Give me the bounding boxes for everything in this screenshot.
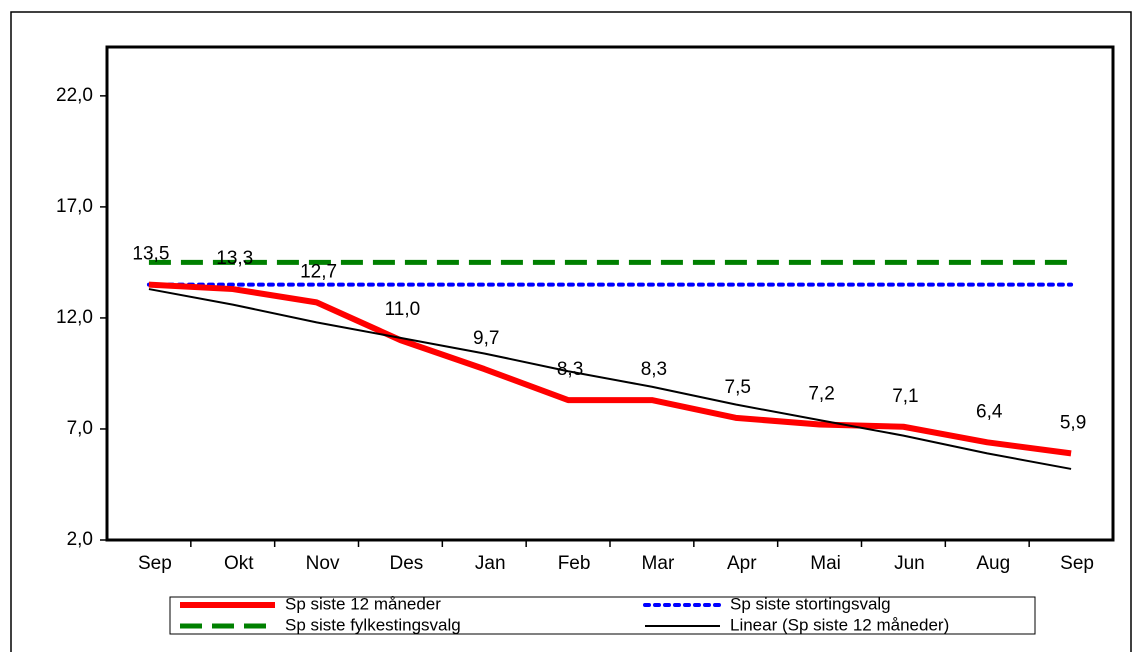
legend-label: Sp siste 12 måneder bbox=[285, 594, 441, 613]
data-label: 13,5 bbox=[132, 244, 169, 265]
data-label: 6,4 bbox=[976, 401, 1003, 422]
x-tick-label: Sep bbox=[138, 553, 172, 574]
data-label: 8,3 bbox=[641, 359, 667, 380]
legend-box bbox=[169, 596, 1036, 635]
x-tick-label: Aug bbox=[976, 553, 1010, 574]
series-line bbox=[148, 281, 1072, 457]
legend-label: Sp siste fylkestingsvalg bbox=[285, 615, 461, 634]
legend-label: Sp siste stortingsvalg bbox=[730, 594, 891, 613]
x-tick-label: Feb bbox=[558, 553, 591, 574]
x-tick-label: Mar bbox=[642, 553, 675, 574]
data-label: 7,2 bbox=[808, 384, 834, 405]
y-tick-label: 12,0 bbox=[56, 307, 93, 328]
legend-label: Linear (Sp siste 12 måneder) bbox=[730, 615, 949, 634]
chart-frame bbox=[10, 11, 1132, 652]
data-label: 7,1 bbox=[892, 386, 918, 407]
x-tick-label: Apr bbox=[727, 553, 757, 574]
series-line bbox=[148, 288, 1072, 470]
y-tick-label: 2,0 bbox=[67, 529, 93, 550]
data-label: 13,3 bbox=[216, 248, 253, 269]
y-tick-label: 22,0 bbox=[56, 85, 93, 106]
x-tick-label: Mai bbox=[810, 553, 841, 574]
data-label: 5,9 bbox=[1060, 412, 1086, 433]
x-tick-label: Des bbox=[390, 553, 424, 574]
y-tick-label: 17,0 bbox=[56, 196, 93, 217]
x-tick-label: Okt bbox=[224, 553, 254, 574]
data-label: 8,3 bbox=[557, 359, 583, 380]
x-tick-label: Jun bbox=[894, 553, 925, 574]
y-tick-label: 7,0 bbox=[67, 418, 93, 439]
x-tick-label: Nov bbox=[306, 553, 340, 574]
data-label: 9,7 bbox=[473, 328, 499, 349]
data-label: 11,0 bbox=[385, 299, 421, 320]
x-tick-label: Jan bbox=[475, 553, 506, 574]
data-label: 7,5 bbox=[725, 377, 751, 398]
x-tick-label: Sep bbox=[1060, 553, 1094, 574]
data-label: 12,7 bbox=[300, 261, 337, 282]
